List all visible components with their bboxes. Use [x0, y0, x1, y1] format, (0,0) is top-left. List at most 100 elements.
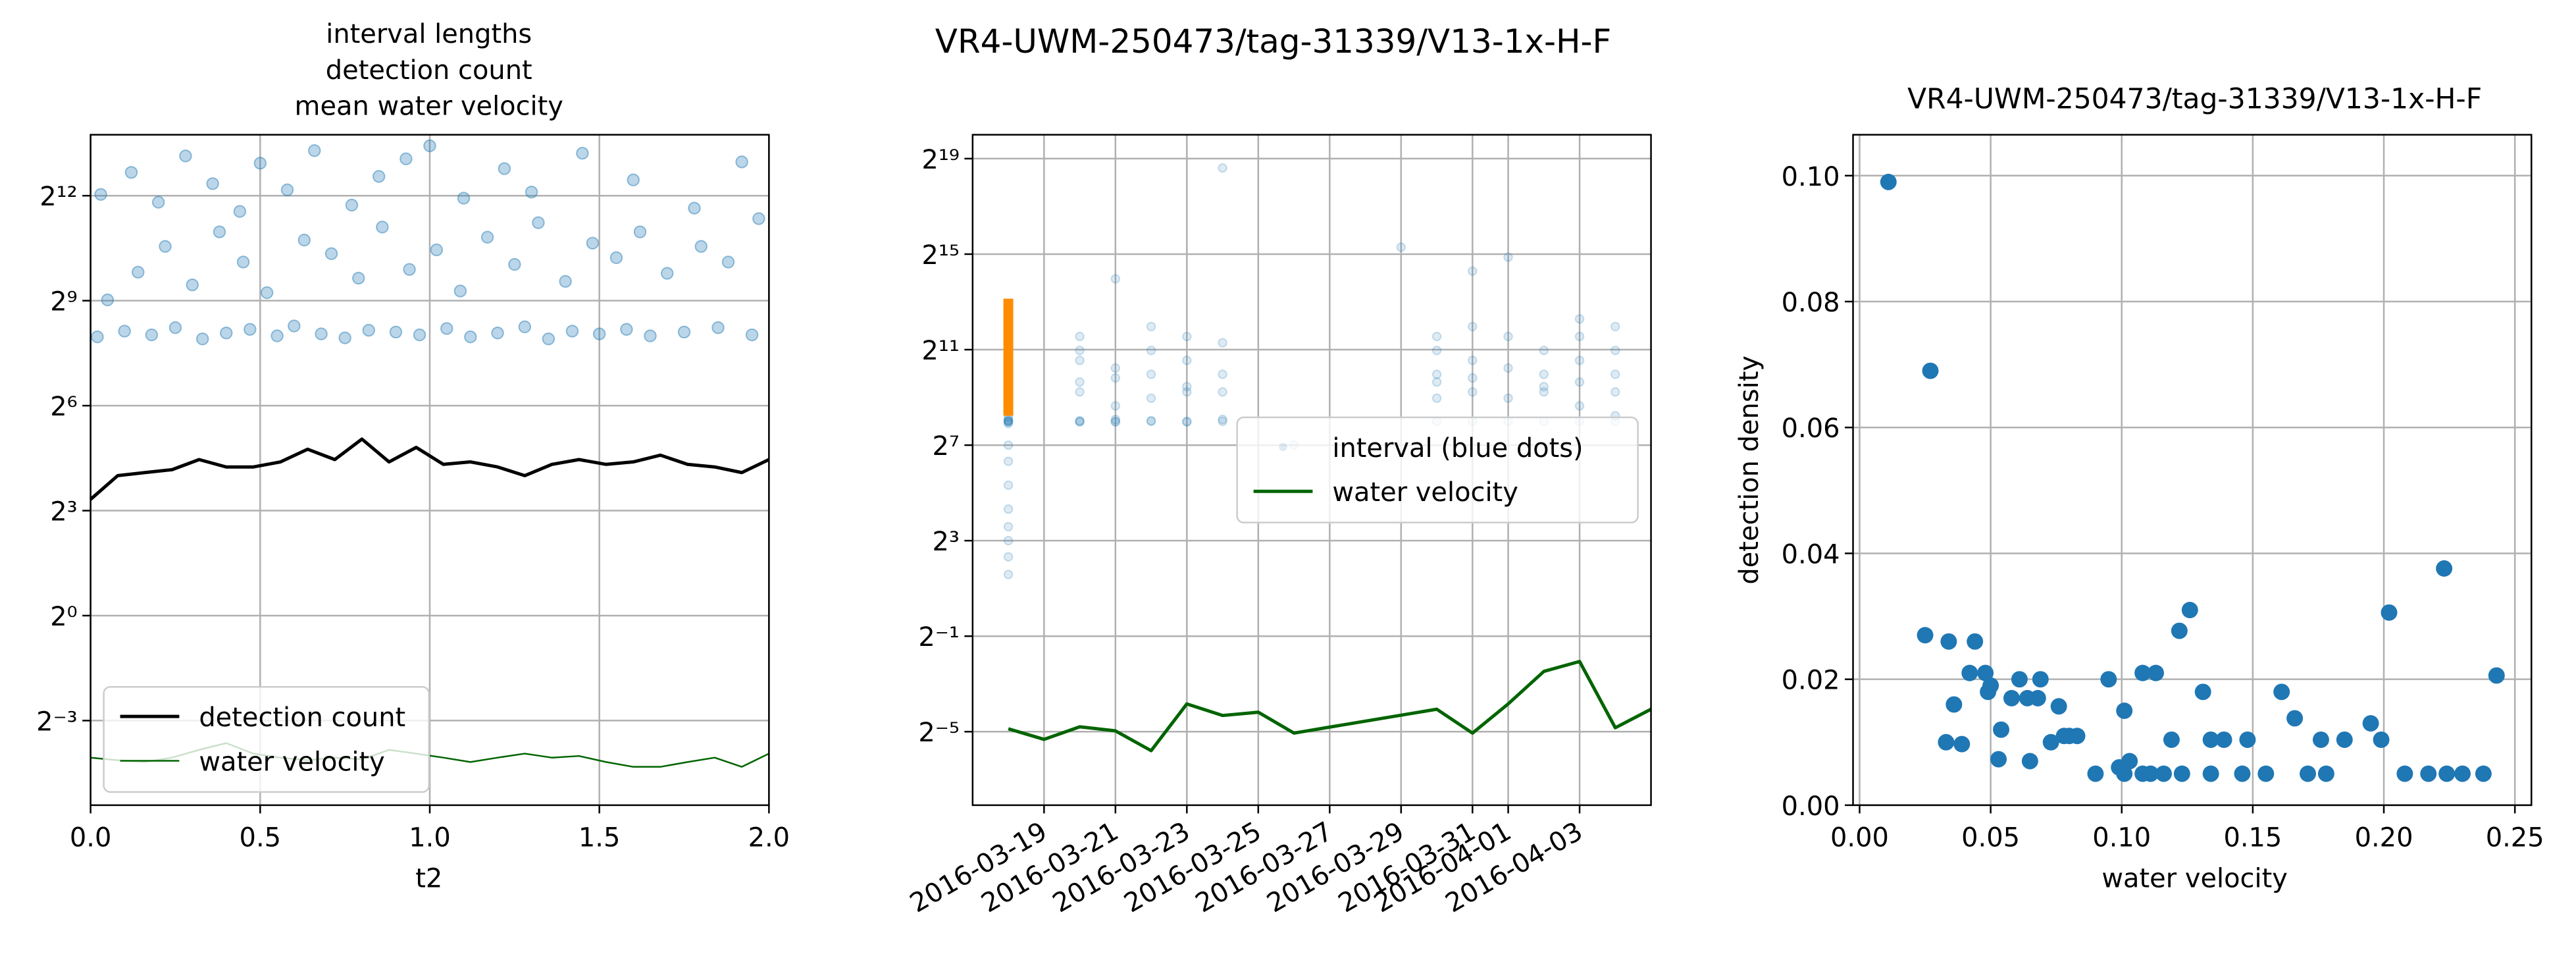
- x-tick-label: 0.15: [2223, 822, 2282, 853]
- scatter-point: [338, 331, 351, 344]
- scatter-point: [1468, 266, 1478, 277]
- scatter-point: [1610, 346, 1620, 356]
- scatter-point: [124, 166, 138, 179]
- scatter-point: [1539, 381, 1549, 392]
- scatter-point: [324, 247, 338, 260]
- scatter-point: [518, 320, 532, 334]
- scatter-point: [145, 328, 159, 342]
- scatter-point: [213, 225, 226, 238]
- scatter-point: [2273, 683, 2290, 701]
- scatter-point: [233, 205, 247, 218]
- scatter-point: [1218, 163, 1227, 173]
- scatter-point: [2257, 765, 2275, 782]
- scatter-point: [498, 162, 511, 175]
- chart-title: VR4-UWM-250473/tag-31339/V13-1x-H-F: [935, 22, 1611, 61]
- scatter-point: [1574, 331, 1585, 342]
- scatter-point: [1110, 414, 1121, 425]
- scatter-point: [644, 329, 657, 342]
- scatter-point: [1396, 242, 1406, 252]
- x-tick-label: 0.5: [240, 822, 281, 853]
- scatter-point: [1953, 735, 1971, 753]
- scatter-point: [1003, 416, 1014, 427]
- y-tick-label: 2⁻⁵: [918, 718, 959, 748]
- scatter-point: [1182, 331, 1192, 342]
- scatter-point: [1075, 415, 1085, 426]
- scatter-point: [389, 325, 403, 339]
- y-axis-label: detection density: [1734, 356, 1765, 585]
- scatter-point: [694, 240, 708, 253]
- scatter-point: [2215, 731, 2232, 748]
- legend: interval (blue dots) water velocity: [1236, 416, 1639, 523]
- scatter-point: [1503, 252, 1513, 262]
- legend: detection count water velocity: [103, 685, 430, 793]
- scatter-point: [1468, 387, 1478, 397]
- scatter-point: [480, 230, 494, 244]
- scatter-point: [362, 323, 375, 337]
- scatter-point: [1003, 417, 1014, 427]
- scatter-point: [586, 236, 600, 250]
- scatter-point: [345, 198, 359, 212]
- y-tick-label: 2⁶: [50, 392, 77, 422]
- legend-label: water velocity: [1332, 477, 1518, 508]
- scatter-point: [1940, 633, 1957, 650]
- scatter-point: [244, 323, 257, 336]
- scatter-point: [2171, 622, 2188, 639]
- scatter-point: [1003, 535, 1014, 546]
- x-axis-label: t2: [415, 864, 442, 894]
- y-tick-label: 2⁻¹: [918, 622, 959, 652]
- scatter-point: [2011, 671, 2028, 688]
- scatter-point: [179, 149, 192, 163]
- scatter-point: [633, 225, 647, 238]
- y-tick-label: 0.02: [1782, 666, 1840, 696]
- scatter-point: [609, 251, 623, 265]
- x-tick-label: 0.25: [2486, 822, 2544, 853]
- scatter-point: [1431, 393, 1442, 404]
- scatter-point: [118, 325, 131, 338]
- y-tick-label: 2¹²: [39, 182, 77, 212]
- scatter-point: [1967, 633, 1984, 650]
- scatter-point: [1003, 456, 1014, 466]
- scatter-point: [1539, 369, 1549, 379]
- scatter-point: [457, 192, 471, 205]
- x-tick-label: 2.0: [748, 822, 790, 853]
- scatter-point: [661, 267, 674, 280]
- scatter-point: [1218, 338, 1227, 348]
- scatter-point: [2475, 765, 2492, 782]
- scatter-point: [1003, 480, 1014, 491]
- scatter-point: [2134, 664, 2151, 681]
- scatter-point: [430, 243, 444, 257]
- scatter-point: [576, 146, 589, 160]
- y-tick-label: 2⁹: [50, 287, 77, 317]
- scatter-point: [1990, 751, 2007, 768]
- scatter-point: [1218, 416, 1227, 427]
- scatter-point: [270, 329, 284, 342]
- scatter-point: [2173, 765, 2190, 782]
- scatter-point: [745, 328, 759, 342]
- scatter-point: [2087, 765, 2104, 782]
- scatter-point: [1146, 393, 1156, 404]
- scatter-point: [101, 293, 115, 307]
- scatter-point: [1539, 387, 1549, 397]
- scatter-point: [1218, 414, 1227, 425]
- scatter-point: [1182, 381, 1192, 392]
- scatter-point: [1146, 415, 1156, 426]
- y-tick-label: 2¹¹: [921, 336, 959, 366]
- scatter-point: [2317, 765, 2334, 782]
- scatter-point: [1110, 416, 1121, 427]
- subplot: 0.0 0.5 1.0 1.5 2.0 2⁻³ 2⁰ 2³ 2⁶ 2⁹ 2¹² interval le…: [36, 19, 790, 894]
- scatter-point: [464, 330, 477, 344]
- scatter-point: [565, 325, 579, 338]
- scatter-point: [1110, 274, 1121, 284]
- scatter-point: [1182, 356, 1192, 365]
- scatter-point: [352, 271, 365, 285]
- y-tick-label: 2¹⁹: [921, 145, 959, 175]
- scatter-point: [2029, 689, 2046, 706]
- y-tick-label: 0.08: [1782, 288, 1840, 318]
- scatter-point: [220, 326, 233, 340]
- y-tick-label: 2⁻³: [36, 706, 77, 737]
- scatter-point: [1574, 314, 1585, 324]
- chart-title: VR4-UWM-250473/tag-31339/V13-1x-H-F: [1907, 84, 2482, 116]
- scatter-point: [2050, 698, 2067, 715]
- y-tick-label: 2¹⁵: [921, 240, 959, 271]
